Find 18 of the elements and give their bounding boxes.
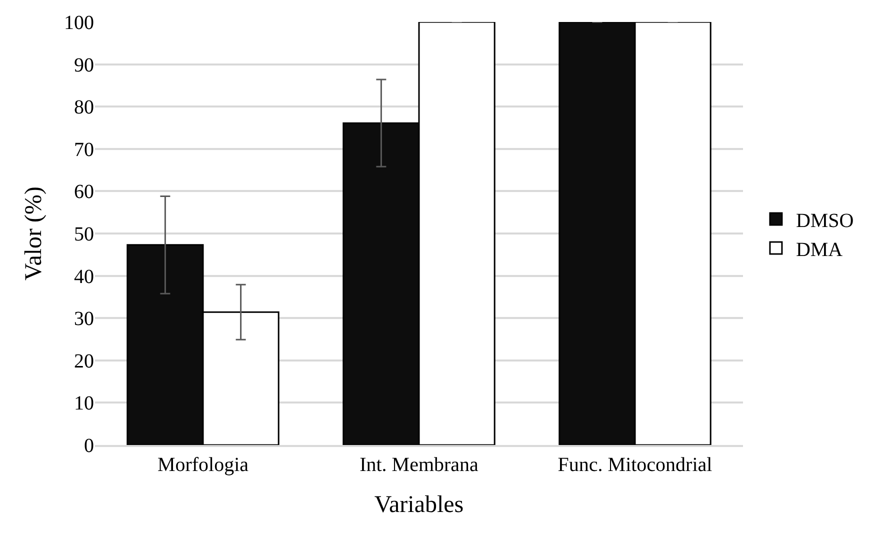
y-tick-label: 80 <box>74 96 94 119</box>
x-axis-title: Variables <box>374 492 464 518</box>
y-tick-label: 50 <box>74 224 94 246</box>
y-tick-label: 60 <box>74 181 94 204</box>
y-tick-label: 0 <box>84 435 94 457</box>
y-tick-label: 90 <box>74 54 94 76</box>
y-tick-label: 20 <box>74 350 94 372</box>
y-tick-label: 30 <box>74 308 94 330</box>
y-tick-label: 100 <box>64 12 94 34</box>
legend-label: DMA <box>796 238 844 261</box>
legend-label: DMSO <box>796 210 854 232</box>
y-tick-label: 70 <box>74 138 94 161</box>
x-tick-label: Morfologia <box>157 454 249 476</box>
y-tick-label: 40 <box>74 266 94 288</box>
x-tick-label: Int. Membrana <box>360 454 479 476</box>
y-axis-title: Valor (%) <box>21 186 48 280</box>
y-tick-label: 10 <box>74 392 94 415</box>
x-tick-label: Func. Mitocondrial <box>558 454 713 476</box>
